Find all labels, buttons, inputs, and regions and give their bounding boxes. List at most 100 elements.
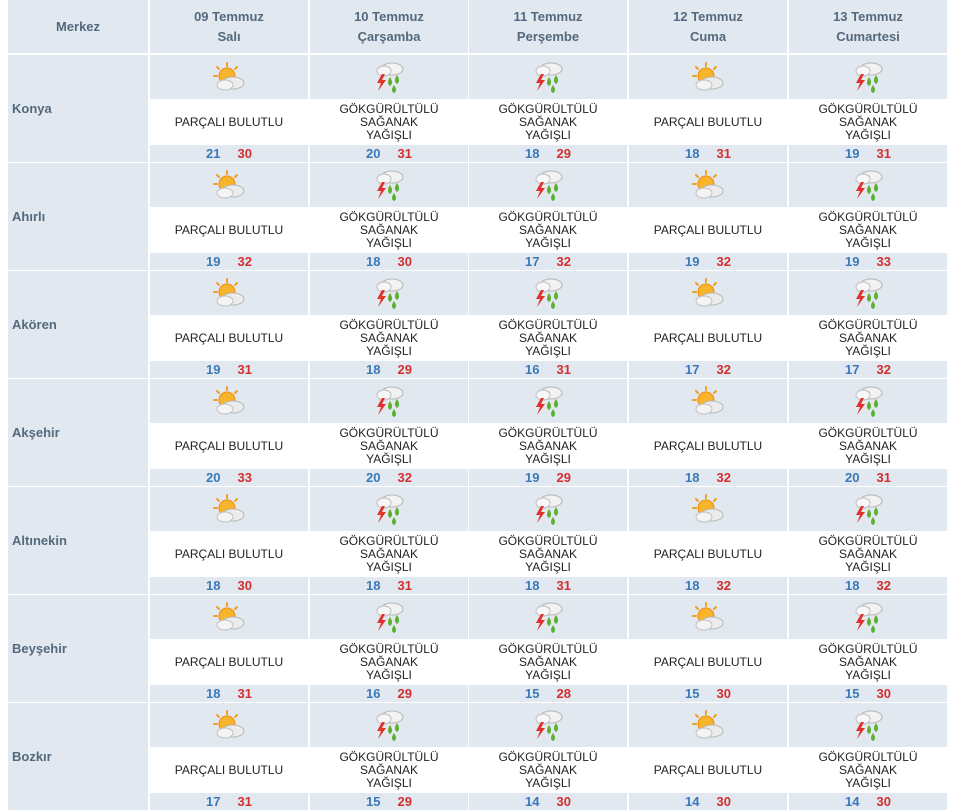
min-temp: 16 (366, 686, 381, 701)
weather-icon-cell (629, 163, 787, 207)
condition-text: PARÇALI BULUTLU (150, 748, 308, 792)
city-name: Ahırlı (8, 163, 148, 270)
max-temp: 32 (716, 362, 731, 377)
temperature-cell: 14 30 (469, 793, 627, 810)
partly-cloudy-icon (211, 277, 247, 309)
condition-text: GÖKGÜRÜLTÜLÜ SAĞANAK YAĞIŞLI (789, 748, 947, 792)
partly-cloudy-icon (690, 601, 726, 633)
max-temp: 32 (876, 362, 891, 377)
condition-text: GÖKGÜRÜLTÜLÜ SAĞANAK YAĞIŞLI (310, 208, 468, 252)
min-temp: 15 (845, 686, 860, 701)
temperature-cell: 17 32 (789, 361, 947, 378)
partly-cloudy-icon (211, 493, 247, 525)
condition-text: GÖKGÜRÜLTÜLÜ SAĞANAK YAĞIŞLI (310, 100, 468, 144)
condition-text: GÖKGÜRÜLTÜLÜ SAĞANAK YAĞIŞLI (310, 316, 468, 360)
max-temp: 32 (716, 578, 731, 593)
max-temp: 33 (876, 254, 891, 269)
min-temp: 18 (366, 254, 381, 269)
condition-text: GÖKGÜRÜLTÜLÜ SAĞANAK YAĞIŞLI (469, 316, 627, 360)
weather-icon-cell (469, 379, 627, 423)
condition-text: PARÇALI BULUTLU (629, 748, 787, 792)
weather-icon-cell (310, 271, 468, 315)
condition-text: GÖKGÜRÜLTÜLÜ SAĞANAK YAĞIŞLI (469, 424, 627, 468)
min-temp: 18 (525, 146, 540, 161)
condition-text: PARÇALI BULUTLU (150, 100, 308, 144)
condition-text: PARÇALI BULUTLU (629, 100, 787, 144)
city-name: Altınekin (8, 487, 148, 594)
partly-cloudy-icon (211, 61, 247, 93)
min-temp: 19 (525, 470, 540, 485)
temperature-cell: 18 29 (469, 145, 627, 162)
weather-icon-cell (469, 271, 627, 315)
weather-icon-cell (469, 487, 627, 531)
weather-icon-cell (789, 487, 947, 531)
max-temp: 30 (397, 254, 412, 269)
condition-text: PARÇALI BULUTLU (150, 424, 308, 468)
thunder-showers-icon (372, 708, 406, 742)
min-temp: 14 (845, 794, 860, 809)
condition-text: PARÇALI BULUTLU (150, 208, 308, 252)
weather-icon-cell (469, 595, 627, 639)
weather-icon-cell (629, 487, 787, 531)
max-temp: 31 (237, 686, 252, 701)
condition-text: GÖKGÜRÜLTÜLÜ SAĞANAK YAĞIŞLI (469, 208, 627, 252)
max-temp: 31 (716, 146, 731, 161)
condition-text: GÖKGÜRÜLTÜLÜ SAĞANAK YAĞIŞLI (789, 316, 947, 360)
thunder-showers-icon (372, 276, 406, 310)
max-temp: 32 (716, 470, 731, 485)
thunder-showers-icon (372, 600, 406, 634)
thunder-showers-icon (531, 276, 565, 310)
temperature-cell: 15 28 (469, 685, 627, 702)
min-temp: 15 (525, 686, 540, 701)
weather-icon-cell (150, 379, 308, 423)
max-temp: 29 (397, 794, 412, 809)
day-header: 10 Temmuz Çarşamba (310, 0, 468, 53)
temperature-cell: 19 32 (150, 253, 308, 270)
day-weekday: Salı (217, 28, 241, 44)
day-header: 11 Temmuz Perşembe (469, 0, 627, 53)
weather-icon-cell (629, 595, 787, 639)
weather-icon-cell (310, 379, 468, 423)
condition-text: GÖKGÜRÜLTÜLÜ SAĞANAK YAĞIŞLI (469, 100, 627, 144)
weather-icon-cell (629, 379, 787, 423)
city-name: Konya (8, 55, 148, 162)
condition-text: GÖKGÜRÜLTÜLÜ SAĞANAK YAĞIŞLI (789, 640, 947, 684)
max-temp: 31 (876, 470, 891, 485)
condition-text: GÖKGÜRÜLTÜLÜ SAĞANAK YAĞIŞLI (310, 532, 468, 576)
weather-icon-cell (150, 595, 308, 639)
thunder-showers-icon (851, 492, 885, 526)
condition-text: PARÇALI BULUTLU (150, 532, 308, 576)
partly-cloudy-icon (690, 709, 726, 741)
weather-icon-cell (789, 271, 947, 315)
min-temp: 19 (845, 254, 860, 269)
partly-cloudy-icon (690, 61, 726, 93)
max-temp: 30 (237, 578, 252, 593)
thunder-showers-icon (531, 384, 565, 418)
partly-cloudy-icon (690, 493, 726, 525)
min-temp: 17 (845, 362, 860, 377)
condition-text: GÖKGÜRÜLTÜLÜ SAĞANAK YAĞIŞLI (789, 208, 947, 252)
temperature-cell: 14 30 (789, 793, 947, 810)
min-temp: 19 (206, 254, 221, 269)
min-temp: 18 (206, 578, 221, 593)
max-temp: 32 (397, 470, 412, 485)
partly-cloudy-icon (690, 277, 726, 309)
min-temp: 18 (366, 578, 381, 593)
min-temp: 16 (525, 362, 540, 377)
condition-text: GÖKGÜRÜLTÜLÜ SAĞANAK YAĞIŞLI (310, 424, 468, 468)
temperature-cell: 16 29 (310, 685, 468, 702)
thunder-showers-icon (531, 168, 565, 202)
day-date: 12 Temmuz (673, 8, 743, 24)
max-temp: 31 (556, 578, 571, 593)
condition-text: GÖKGÜRÜLTÜLÜ SAĞANAK YAĞIŞLI (310, 640, 468, 684)
max-temp: 30 (237, 146, 252, 161)
thunder-showers-icon (531, 60, 565, 94)
min-temp: 17 (685, 362, 700, 377)
condition-text: GÖKGÜRÜLTÜLÜ SAĞANAK YAĞIŞLI (469, 640, 627, 684)
condition-text: PARÇALI BULUTLU (150, 640, 308, 684)
condition-text: PARÇALI BULUTLU (629, 316, 787, 360)
thunder-showers-icon (531, 708, 565, 742)
thunder-showers-icon (531, 600, 565, 634)
max-temp: 33 (237, 470, 252, 485)
header-city-label: Merkez (8, 0, 148, 53)
